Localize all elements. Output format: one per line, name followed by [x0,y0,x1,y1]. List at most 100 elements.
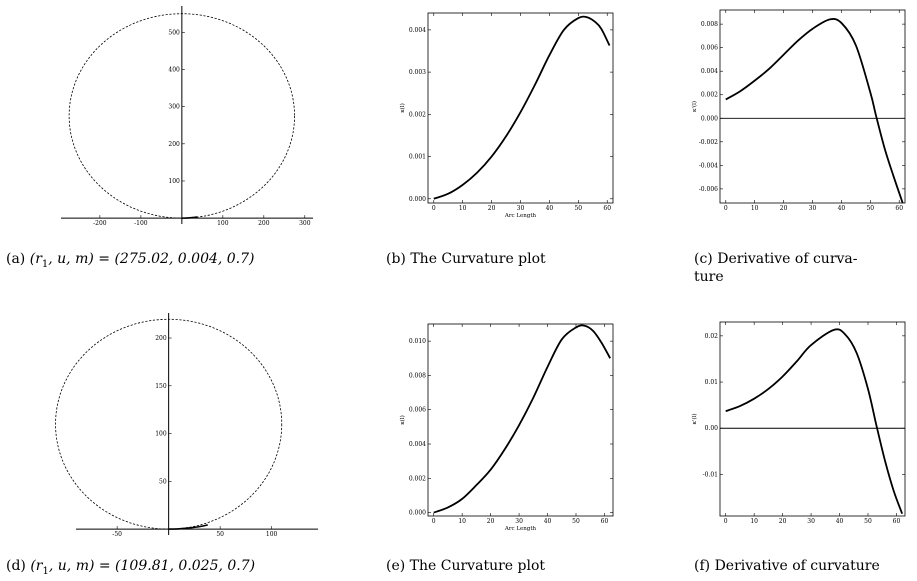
y-tick-label: 200 [155,335,167,342]
x-tick-label: 40 [838,205,846,212]
x-tick-label: 0 [724,518,728,525]
x-tick-label: 10 [751,205,759,212]
y-tick-label: 0.006 [701,45,718,52]
x-tick-label: 30 [809,205,817,212]
x-tick-label: 40 [546,205,554,212]
plot-b-svg: 0 10 20 30 40 50 60 0.000 0.001 0.002 0.003 0.004 Ar… [360,5,620,223]
x-tick-label: 60 [893,518,901,525]
series-line [434,17,610,199]
plot-f-svg: 0 10 20 30 40 50 60 -0.01 0.00 0.01 0.02 κ'(l) [654,312,914,537]
x-tick-label: 30 [517,205,525,212]
y-tick-label: 0.003 [409,69,426,76]
x-tick-label: 60 [895,205,903,212]
y-tick-label: 200 [168,141,180,148]
y-tick-label: 0.002 [409,475,426,482]
series-line [434,325,610,512]
x-tick-label: 200 [258,220,270,227]
caption-a: (a) (r1, u, m) = (275.02, 0.004, 0.7) [6,250,255,274]
y-tick-label: 100 [168,178,180,185]
y-tick-label: 500 [168,29,180,36]
y-tick-label: -0.002 [699,139,718,146]
x-tick-label: 10 [750,518,758,525]
x-tick-label: 30 [807,518,815,525]
caption-c: (c) Derivative of curva- ture [694,250,858,286]
plot-c-svg: 0 10 20 30 40 50 60 -0.006 -0.004 -0.002 0.000 0.00… [654,5,914,223]
y-tick-label: 0.004 [409,27,426,34]
x-axis-label: Arc Length [504,213,537,219]
plot-d-svg: -50 50 100 50 100 150 200 [70,312,330,537]
plot-c-derivative: 0 10 20 30 40 50 60 -0.006 -0.004 -0.002 0.000 0.00… [654,5,914,223]
x-tick-label: 30 [515,518,523,525]
y-tick-label: 100 [155,431,167,438]
x-tick-label: 40 [544,518,552,525]
y-axis-label: κ(l) [399,415,406,425]
x-tick-label: 100 [217,220,229,227]
x-tick-label: 10 [458,518,466,525]
series-line [726,19,903,203]
y-tick-label: 300 [168,104,180,111]
x-tick-label: 50 [572,518,580,525]
x-tick-label: 20 [488,205,496,212]
y-tick-label: 0.010 [409,338,426,345]
y-tick-label: 0.00 [705,425,719,432]
x-tick-label: 0 [724,205,728,212]
plot-frame [720,322,905,516]
y-axis-label: κ(l) [399,103,406,113]
plot-e-svg: 0 10 20 30 40 50 60 0.000 0.002 0.004 0.006 0.008 0.… [360,312,620,537]
x-tick-label: 50 [864,518,872,525]
y-tick-label: 0.02 [705,333,719,340]
y-axis-label: κ'(l) [691,414,698,425]
caption-d: (d) (r1, u, m) = (109.81, 0.025, 0.7) [6,557,255,581]
x-tick-label: 20 [779,518,787,525]
x-axis-label: Arc Length [504,526,537,532]
y-tick-label: 0.004 [409,441,426,448]
x-tick-label: 50 [574,205,582,212]
caption-b: (b) The Curvature plot [386,250,546,268]
y-tick-label: 0.002 [409,111,426,118]
y-tick-label: 0.002 [701,92,718,99]
x-tick-label: 300 [299,220,311,227]
plot-d-curve: -50 50 100 50 100 150 200 [70,312,330,537]
y-tick-label: 0.008 [701,21,718,28]
y-tick-label: -0.006 [699,186,718,193]
caption-e: (e) The Curvature plot [386,557,545,575]
plot-e-curvature: 0 10 20 30 40 50 60 0.000 0.002 0.004 0.006 0.008 0.… [360,312,620,537]
plot-f-derivative: 0 10 20 30 40 50 60 -0.01 0.00 0.01 0.02 κ'(l) [654,312,914,537]
x-tick-label: 50 [216,531,224,538]
y-axis-label: κ'(l) [691,101,698,112]
caption-f: (f) Derivative of curvature [694,557,880,575]
x-tick-label: -50 [112,531,122,538]
y-tick-label: 0.01 [705,379,718,386]
spiral-curve [182,217,198,218]
plot-a-svg: -200 -100 100 200 300 100 200 300 400 500 [55,5,315,223]
x-tick-label: 20 [487,518,495,525]
y-tick-label: 0.008 [409,372,426,379]
y-tick-label: -0.004 [699,162,718,169]
y-tick-label: 0.000 [701,115,718,122]
y-tick-label: 150 [155,383,167,390]
x-tick-label: -100 [134,220,148,227]
y-tick-label: 400 [168,66,180,73]
spiral-curve [169,525,208,529]
y-tick-label: 0.000 [409,510,426,517]
y-tick-label: 0.006 [409,407,426,414]
x-tick-label: 20 [780,205,788,212]
plot-b-curvature: 0 10 20 30 40 50 60 0.000 0.001 0.002 0.003 0.004 Ar… [360,5,620,223]
plot-frame [428,324,613,516]
plot-a-curve: -200 -100 100 200 300 100 200 300 400 500 [55,5,315,223]
plot-frame [428,13,613,203]
x-tick-label: 40 [836,518,844,525]
x-tick-label: -200 [93,220,107,227]
x-tick-label: 0 [432,205,436,212]
y-tick-label: 0.001 [409,154,426,161]
y-tick-label: 0.000 [409,196,426,203]
x-tick-label: 100 [266,531,278,538]
x-tick-label: 0 [432,518,436,525]
x-tick-label: 60 [603,205,611,212]
y-tick-label: -0.01 [703,471,718,478]
plot-frame [720,10,905,203]
y-tick-label: 50 [159,478,167,485]
x-tick-label: 60 [601,518,609,525]
series-line [726,329,902,513]
x-tick-label: 50 [866,205,874,212]
